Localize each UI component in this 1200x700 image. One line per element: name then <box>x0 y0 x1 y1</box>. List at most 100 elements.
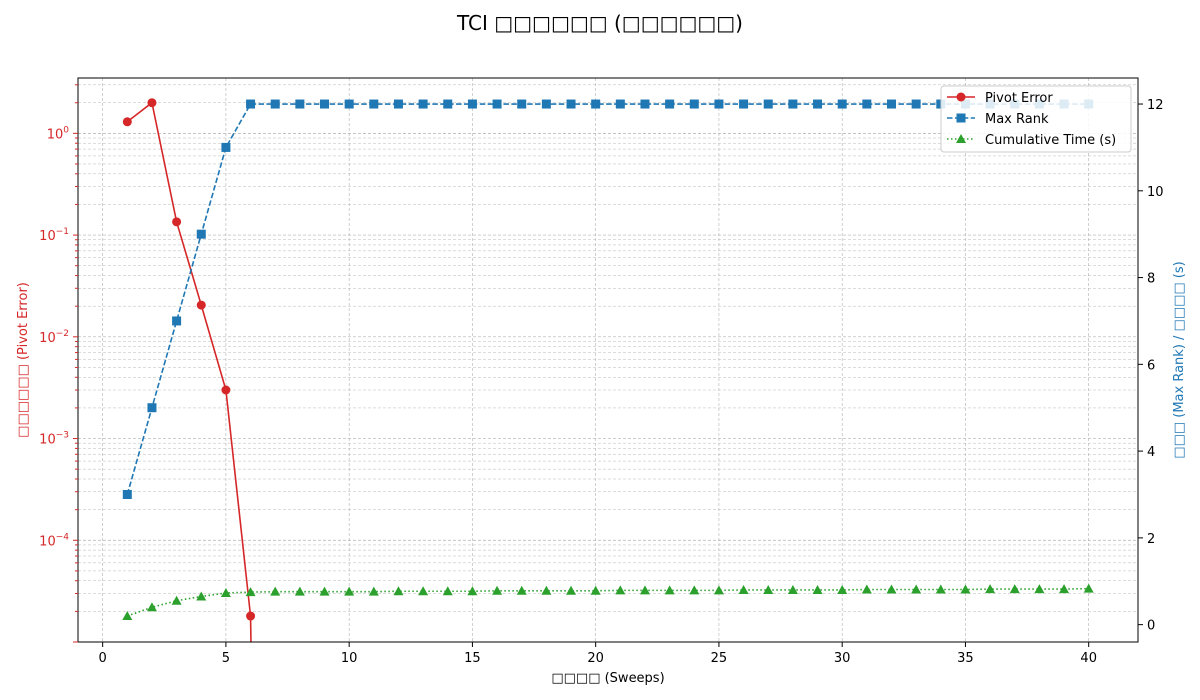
data-point-cumulative-time-s <box>861 584 872 594</box>
data-point-cumulative-time-s <box>1083 583 1094 593</box>
data-point-max-rank <box>714 99 724 109</box>
data-point-cumulative-time-s <box>787 584 798 594</box>
data-point-cumulative-time-s <box>960 584 971 594</box>
data-point-cumulative-time-s <box>492 585 503 595</box>
data-point-cumulative-time-s <box>911 584 922 594</box>
data-point-pivot-error <box>246 611 256 621</box>
data-point-cumulative-time-s <box>393 586 404 596</box>
data-point-max-rank <box>369 99 379 109</box>
data-point-max-rank <box>418 99 428 109</box>
data-point-max-rank <box>591 99 601 109</box>
data-point-max-rank <box>196 229 206 239</box>
data-point-max-rank <box>393 99 403 109</box>
data-point-cumulative-time-s <box>1009 584 1020 594</box>
data-point-max-rank <box>541 99 551 109</box>
y-right-tick-label: 2 <box>1147 532 1155 547</box>
x-tick-label: 15 <box>464 651 481 666</box>
data-point-cumulative-time-s <box>368 586 379 596</box>
data-point-pivot-error <box>196 300 206 310</box>
y-left-tick-label: 10−3 <box>39 431 69 448</box>
data-point-pivot-error <box>221 385 231 395</box>
data-point-cumulative-time-s <box>738 584 749 594</box>
data-point-cumulative-time-s <box>664 585 675 595</box>
y-axis-right-label: □□□ (Max Rank) / □□□□ (s) <box>1172 261 1187 458</box>
x-tick-label: 20 <box>587 651 604 666</box>
data-point-max-rank <box>911 99 921 109</box>
plot-area-frame <box>77 77 1139 643</box>
grid-lines <box>78 78 1138 643</box>
data-point-max-rank <box>467 99 477 109</box>
data-point-cumulative-time-s <box>541 585 552 595</box>
data-point-max-rank <box>344 99 354 109</box>
data-point-cumulative-time-s <box>689 585 700 595</box>
data-point-pivot-error <box>172 217 182 227</box>
data-point-cumulative-time-s <box>467 586 478 596</box>
chart-title: TCI □□□□□□ (□□□□□□) <box>456 11 743 35</box>
data-point-cumulative-time-s <box>1059 584 1070 594</box>
y-right-tick-label: 0 <box>1147 619 1155 634</box>
legend-label-pivot-error: Pivot Error <box>985 91 1053 106</box>
data-point-max-rank <box>295 99 305 109</box>
data-point-cumulative-time-s <box>344 586 355 596</box>
series-line-pivot-error <box>126 101 252 617</box>
legend-entry-cumulative-time: Cumulative Time (s) <box>947 133 1116 148</box>
y-axis-right: 0 2 4 6 8 10 12 <box>1138 98 1164 634</box>
data-point-max-rank <box>492 99 502 109</box>
data-point-cumulative-time-s <box>146 602 157 612</box>
y-left-tick-label: 10−2 <box>39 329 69 346</box>
data-point-cumulative-time-s <box>294 586 305 596</box>
data-point-cumulative-time-s <box>1034 584 1045 594</box>
data-point-max-rank <box>122 489 132 499</box>
legend-marker-pivot-error <box>956 92 966 102</box>
data-point-max-rank <box>788 99 798 109</box>
data-point-max-rank <box>640 99 650 109</box>
y-left-tick-label: 100 <box>47 125 70 142</box>
data-point-pivot-error <box>147 98 157 108</box>
legend: Pivot Error Max Rank Cumulative Time (s) <box>940 85 1132 153</box>
y-left-tick-label: 10−1 <box>39 227 69 244</box>
x-tick-label: 40 <box>1080 651 1097 666</box>
legend-label-max-rank: Max Rank <box>985 112 1049 127</box>
data-point-max-rank <box>147 403 157 413</box>
data-point-cumulative-time-s <box>713 585 724 595</box>
data-point-max-rank <box>739 99 749 109</box>
data-point-cumulative-time-s <box>615 585 626 595</box>
data-point-max-rank <box>517 99 527 109</box>
data-point-max-rank <box>689 99 699 109</box>
data-point-cumulative-time-s <box>985 584 996 594</box>
data-point-cumulative-time-s <box>566 585 577 595</box>
data-point-max-rank <box>665 99 675 109</box>
data-point-max-rank <box>246 99 256 109</box>
data-point-cumulative-time-s <box>516 585 527 595</box>
y-right-tick-label: 10 <box>1147 185 1164 200</box>
data-point-max-rank <box>566 99 576 109</box>
data-point-cumulative-time-s <box>812 584 823 594</box>
x-axis-label: □□□□ (Sweeps) <box>551 671 664 686</box>
legend-label-cumulative-time: Cumulative Time (s) <box>985 133 1116 148</box>
data-point-max-rank <box>862 99 872 109</box>
data-point-cumulative-time-s <box>418 586 429 596</box>
data-point-max-rank <box>763 99 773 109</box>
data-point-cumulative-time-s <box>270 586 281 596</box>
data-point-max-rank <box>813 99 823 109</box>
data-point-max-rank <box>172 316 182 326</box>
data-point-cumulative-time-s <box>442 586 453 596</box>
data-point-cumulative-time-s <box>122 610 133 620</box>
data-point-max-rank <box>615 99 625 109</box>
series-line-cumulative-time-s <box>127 587 1089 617</box>
legend-frame <box>940 85 1132 153</box>
data-point-cumulative-time-s <box>837 584 848 594</box>
data-point-cumulative-time-s <box>590 585 601 595</box>
x-tick-label: 0 <box>99 651 107 666</box>
data-point-pivot-error <box>122 117 132 127</box>
y-left-tick-label: 10−4 <box>39 532 69 549</box>
y-right-tick-label: 6 <box>1147 358 1155 373</box>
data-point-max-rank <box>270 99 280 109</box>
x-tick-label: 35 <box>957 651 974 666</box>
data-point-max-rank <box>886 99 896 109</box>
x-tick-label: 25 <box>711 651 728 666</box>
data-point-cumulative-time-s <box>220 587 231 597</box>
y-axis-left-label: □□□□□□ (Pivot Error) <box>16 282 31 438</box>
data-point-cumulative-time-s <box>196 591 207 601</box>
